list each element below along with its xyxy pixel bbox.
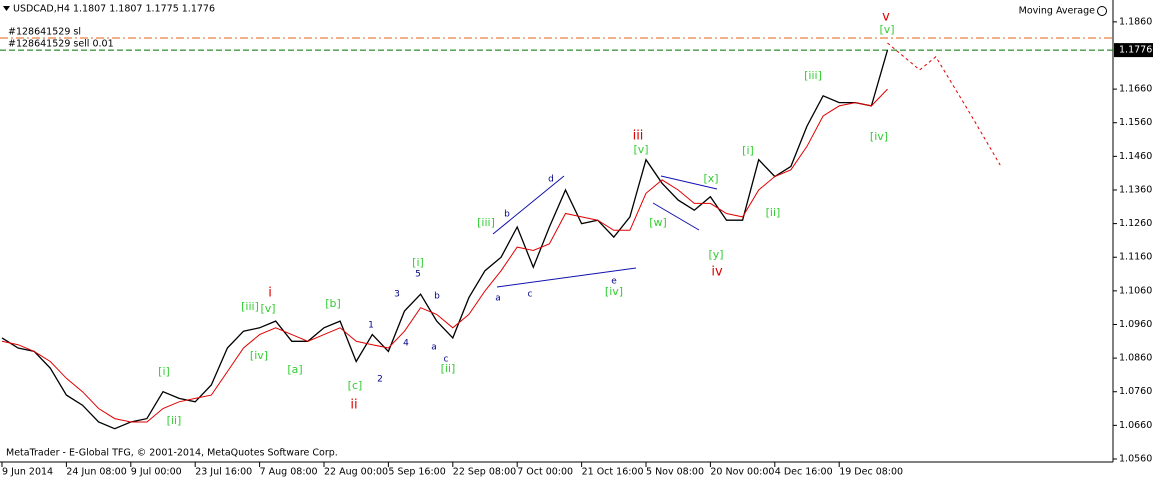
indicator-label: Moving Average bbox=[1019, 6, 1096, 17]
x-tick-label: 20 Nov 00:00 bbox=[710, 467, 774, 478]
y-tick-label: 1.1560 bbox=[1119, 117, 1152, 128]
wave-label: v bbox=[882, 10, 890, 25]
x-tick-label: 5 Sep 16:00 bbox=[388, 467, 445, 478]
wave-label: 2 bbox=[377, 375, 383, 385]
wave-label: [i] bbox=[742, 144, 754, 157]
wave-label: [i] bbox=[412, 256, 424, 269]
wave-label: d bbox=[548, 175, 554, 185]
y-tick-label: 1.0860 bbox=[1119, 353, 1152, 364]
trade-label: #128641529 sl bbox=[8, 26, 81, 37]
x-tick-label: 19 Dec 08:00 bbox=[839, 467, 903, 478]
series-line bbox=[1, 49, 889, 430]
y-tick-label: 1.0660 bbox=[1119, 420, 1152, 431]
wave-label: [ii] bbox=[766, 206, 781, 219]
wave-label: [b] bbox=[325, 297, 341, 310]
y-tick-label: 1.1860 bbox=[1119, 16, 1152, 27]
x-tick-label: 5 Nov 08:00 bbox=[646, 467, 704, 478]
wave-label: 4 bbox=[403, 339, 409, 349]
wave-label: [a] bbox=[287, 363, 302, 376]
wave-label: [i] bbox=[158, 365, 170, 378]
x-tick-label: 22 Aug 00:00 bbox=[324, 467, 388, 478]
menu-arrow[interactable] bbox=[3, 6, 10, 11]
wave-label: [iv] bbox=[250, 349, 268, 362]
wave-label: [iii] bbox=[804, 69, 822, 82]
wave-label: [iii] bbox=[477, 216, 495, 229]
y-tick-label: 1.0560 bbox=[1119, 453, 1152, 464]
x-tick-label: 7 Oct 00:00 bbox=[517, 467, 573, 478]
y-tick-label: 1.1460 bbox=[1119, 151, 1152, 162]
wave-label: 5 bbox=[415, 270, 421, 280]
wave-label: [v] bbox=[260, 302, 275, 315]
current-price-box bbox=[1114, 43, 1153, 58]
wave-label: a bbox=[495, 294, 501, 304]
x-tick-label: 22 Sep 08:00 bbox=[453, 467, 516, 478]
x-tick-label: 24 Jun 08:00 bbox=[66, 467, 126, 478]
wave-label: iv bbox=[711, 265, 723, 280]
wave-label: b bbox=[504, 210, 510, 220]
wave-label: [x] bbox=[703, 172, 718, 185]
wave-label: i bbox=[268, 286, 272, 301]
wave-label: [ii] bbox=[167, 414, 182, 427]
y-tick-label: 1.1360 bbox=[1119, 184, 1152, 195]
wave-label: e bbox=[611, 277, 617, 287]
y-tick-label: 1.0960 bbox=[1119, 319, 1152, 330]
y-tick-label: 1.1660 bbox=[1119, 84, 1152, 95]
y-tick-label: 1.1060 bbox=[1119, 285, 1152, 296]
wave-label: [y] bbox=[708, 248, 723, 261]
x-tick-label: 23 Jul 16:00 bbox=[195, 467, 252, 478]
y-tick-label: 1.1260 bbox=[1119, 218, 1152, 229]
wave-label: 3 bbox=[394, 290, 400, 300]
footer: MetaTrader - E-Global TFG, © 2001-2014, … bbox=[6, 448, 338, 459]
x-tick-label: 4 Dec 16:00 bbox=[775, 467, 833, 478]
wave-label: a bbox=[431, 343, 437, 353]
x-tick-label: 7 Aug 08:00 bbox=[260, 467, 318, 478]
series-line bbox=[1, 88, 888, 423]
wave-label: [c] bbox=[348, 379, 363, 392]
triangle-lines bbox=[492, 175, 718, 288]
wave-label: [iv] bbox=[870, 130, 888, 143]
x-tick-label: 9 Jul 00:00 bbox=[131, 467, 182, 478]
wave-label: c bbox=[444, 355, 449, 365]
wave-label: [iv] bbox=[605, 285, 623, 298]
trade-label: #128641529 sell 0.01 bbox=[8, 39, 114, 50]
wave-label: [v] bbox=[633, 143, 648, 156]
wave-label: [iii] bbox=[241, 300, 259, 313]
y-tick-label: 1.1160 bbox=[1119, 252, 1152, 263]
wave-label: [ii] bbox=[441, 362, 456, 375]
wave-label: c bbox=[528, 290, 533, 300]
wave-label: 1 bbox=[368, 321, 374, 331]
x-tick-label: 21 Oct 16:00 bbox=[582, 467, 644, 478]
symbol-header: USDCAD,H4 1.1807 1.1807 1.1775 1.1776 bbox=[13, 4, 215, 15]
series-line bbox=[887, 42, 1001, 166]
wave-label: [w] bbox=[649, 216, 667, 229]
wave-label: ii bbox=[350, 398, 357, 413]
wave-label: iii bbox=[633, 129, 644, 144]
wave-label: [v] bbox=[879, 23, 894, 36]
wave-label: b bbox=[434, 292, 440, 302]
x-tick-label: 9 Jun 2014 bbox=[2, 467, 53, 478]
indicator-close[interactable] bbox=[1097, 6, 1107, 16]
current-price: 1.1776 bbox=[1119, 45, 1152, 56]
y-tick-label: 1.0760 bbox=[1119, 386, 1152, 397]
